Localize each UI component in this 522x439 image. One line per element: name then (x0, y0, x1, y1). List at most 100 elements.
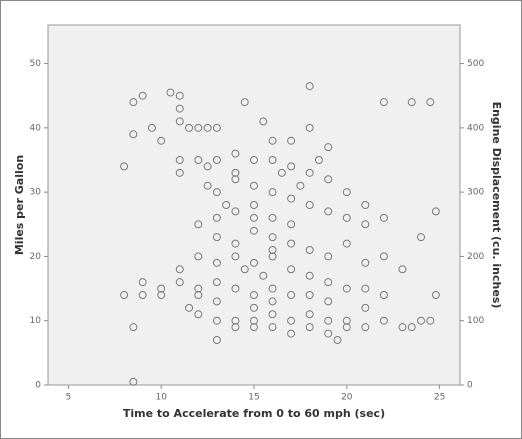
point (342, 323, 351, 332)
point (268, 188, 277, 197)
point (250, 156, 258, 164)
point (287, 316, 296, 325)
point (324, 252, 333, 261)
y2-tick-label: 500 (467, 59, 484, 69)
point (250, 226, 258, 235)
point (194, 310, 203, 319)
point (324, 278, 333, 287)
point (379, 213, 388, 222)
point (250, 201, 258, 209)
point (157, 136, 166, 145)
point (120, 291, 129, 299)
point (268, 297, 277, 306)
point (250, 323, 258, 332)
point (342, 213, 351, 222)
point (305, 201, 314, 209)
point (398, 323, 407, 332)
point (287, 162, 296, 171)
point (129, 323, 138, 332)
point (277, 168, 286, 177)
point (361, 258, 370, 267)
point (259, 117, 268, 126)
point (361, 220, 370, 229)
point (417, 316, 426, 325)
point (268, 246, 277, 254)
point (324, 297, 333, 306)
point (268, 213, 277, 222)
point (361, 284, 370, 293)
point (212, 336, 221, 344)
y2-tick-label: 200 (467, 252, 484, 262)
point (398, 265, 407, 274)
point (222, 201, 231, 209)
point (431, 207, 440, 216)
point (342, 239, 351, 248)
point (287, 265, 296, 274)
x-tick-label: 15 (248, 393, 259, 403)
point (175, 91, 184, 100)
point (212, 316, 221, 325)
y-tick-label: 10 (30, 316, 42, 326)
point (268, 310, 277, 319)
y-tick-label: 50 (30, 59, 42, 69)
point (268, 284, 277, 293)
point (342, 284, 351, 293)
point (314, 156, 323, 164)
point (287, 291, 296, 299)
point (240, 98, 249, 107)
y-tick-label: 20 (30, 252, 42, 262)
x-tick-label: 20 (341, 393, 353, 403)
point (129, 130, 138, 139)
point (361, 323, 370, 332)
point (268, 233, 277, 242)
point (250, 291, 258, 299)
point (268, 252, 277, 261)
y2-tick-label: 400 (467, 123, 484, 133)
point (324, 316, 333, 325)
point (231, 149, 240, 158)
point (305, 323, 314, 332)
point (296, 181, 305, 190)
point (407, 98, 416, 107)
point (231, 168, 240, 177)
point (157, 284, 166, 293)
point (287, 136, 296, 145)
point (231, 316, 240, 325)
point (203, 123, 212, 132)
x-axis-label: Time to Accelerate from 0 to 60 mph (sec… (123, 407, 385, 420)
point (407, 323, 416, 332)
point (431, 291, 440, 299)
y-axis-label: Miles per Gallon (13, 155, 26, 255)
point (250, 213, 258, 222)
point (287, 329, 296, 338)
point (305, 271, 314, 280)
point (305, 82, 314, 91)
point (212, 188, 221, 197)
point (212, 213, 221, 222)
x-tick-label: 5 (66, 393, 72, 403)
point (175, 156, 184, 164)
point (379, 291, 388, 299)
point (194, 123, 203, 132)
point (342, 188, 351, 197)
point (324, 329, 333, 338)
point (417, 233, 426, 242)
point (231, 323, 240, 332)
point (361, 303, 370, 312)
point (305, 123, 314, 132)
point (250, 258, 258, 267)
point (138, 278, 147, 287)
point (175, 278, 184, 287)
point (166, 88, 175, 97)
point (379, 252, 388, 261)
y2-axis-label: Engine Displacement (cu. inches) (490, 102, 503, 309)
point (342, 316, 351, 325)
point (212, 258, 221, 267)
point (305, 291, 314, 299)
point (287, 220, 296, 229)
point (379, 98, 388, 107)
point (250, 303, 258, 312)
point (287, 194, 296, 203)
point (287, 239, 296, 248)
